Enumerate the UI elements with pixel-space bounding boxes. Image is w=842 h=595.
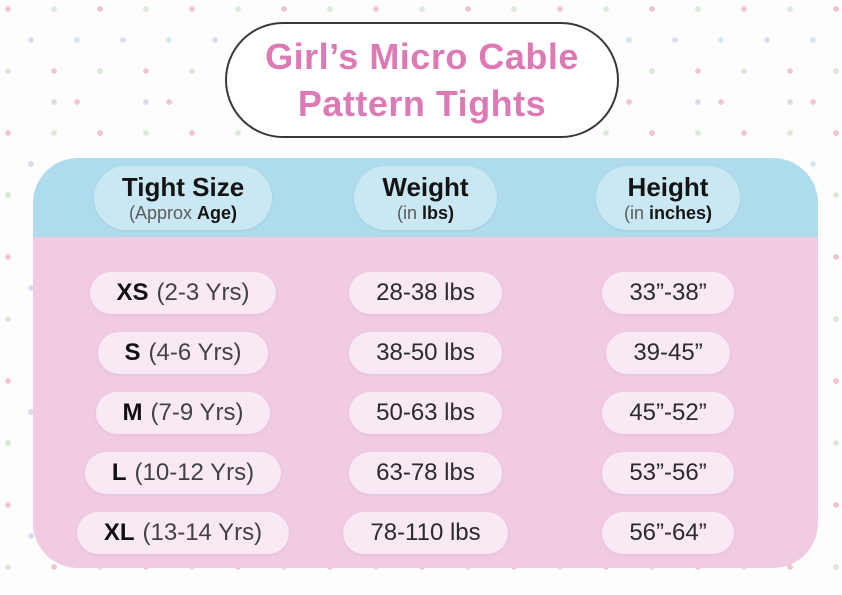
size-age-pill: S (4-6 Yrs) xyxy=(97,332,269,374)
page-title-line-2: Pattern Tights xyxy=(297,83,547,124)
weight-pill: 50-63 lbs xyxy=(349,392,502,434)
header-sub-bold: lbs) xyxy=(422,202,455,223)
height-pill: 56”-64” xyxy=(602,512,734,554)
header-sub-light: (in xyxy=(623,202,644,223)
size-age-pill: XS (2-3 Yrs) xyxy=(89,272,277,314)
header-sub-light: (Approx xyxy=(128,202,193,223)
size-chart-panel: Tight Size (Approx Age) Weight (in lbs) He… xyxy=(33,158,818,568)
header-cell-weight: Weight (in lbs) xyxy=(333,165,518,230)
size-chart-body: XS (2-3 Yrs) 28-38 lbs 33”-38” S (4-6 Yrs)… xyxy=(33,237,818,568)
height-pill: 45”-52” xyxy=(602,392,734,434)
header-cell-tight-size: Tight Size (Approx Age) xyxy=(33,165,333,230)
size-code: M xyxy=(122,399,143,426)
height-pill: 39-45” xyxy=(606,332,730,374)
page-title-line-1: Girl’s Micro Cable xyxy=(265,36,579,77)
height-pill: 33”-38” xyxy=(602,272,734,314)
size-code: XL xyxy=(103,519,135,546)
table-row-xl: XL (13-14 Yrs) 78-110 lbs 56”-64” xyxy=(33,503,818,563)
weight-pill: 78-110 lbs xyxy=(343,512,508,554)
size-age-pill: M (7-9 Yrs) xyxy=(95,392,271,434)
weight-pill: 63-78 lbs xyxy=(349,452,502,494)
header-pill-height: Height (in inches) xyxy=(595,165,741,230)
header-title-tight-size: Tight Size xyxy=(121,171,245,202)
header-sub-height: (in inches) xyxy=(624,203,712,224)
header-cell-height: Height (in inches) xyxy=(518,165,818,230)
header-title-weight: Weight xyxy=(382,171,469,202)
size-age-pill: XL (13-14 Yrs) xyxy=(76,512,290,554)
age-range: (4-6 Yrs) xyxy=(148,339,242,366)
header-pill-weight: Weight (in lbs) xyxy=(354,165,497,230)
header-sub-tight-size: (Approx Age) xyxy=(122,203,244,224)
weight-pill: 38-50 lbs xyxy=(349,332,502,374)
age-range: (2-3 Yrs) xyxy=(156,279,250,306)
table-row-xs: XS (2-3 Yrs) 28-38 lbs 33”-38” xyxy=(33,263,818,323)
age-range: (7-9 Yrs) xyxy=(150,399,244,426)
title-bubble: Girl’s Micro Cable Pattern Tights xyxy=(225,22,619,138)
age-range: (13-14 Yrs) xyxy=(142,519,263,546)
header-sub-bold: Age) xyxy=(197,202,238,223)
header-sub-light: (in xyxy=(396,202,417,223)
table-row-m: M (7-9 Yrs) 50-63 lbs 45”-52” xyxy=(33,383,818,443)
size-code: XS xyxy=(116,279,149,306)
size-chart-header-row: Tight Size (Approx Age) Weight (in lbs) He… xyxy=(33,158,818,237)
size-age-pill: L (10-12 Yrs) xyxy=(84,452,282,494)
weight-pill: 28-38 lbs xyxy=(349,272,502,314)
table-row-s: S (4-6 Yrs) 38-50 lbs 39-45” xyxy=(33,323,818,383)
header-title-height: Height xyxy=(627,171,709,202)
size-code: L xyxy=(111,459,127,486)
table-row-l: L (10-12 Yrs) 63-78 lbs 53”-56” xyxy=(33,443,818,503)
size-code: S xyxy=(124,339,141,366)
age-range: (10-12 Yrs) xyxy=(134,459,255,486)
height-pill: 53”-56” xyxy=(602,452,734,494)
header-pill-tight-size: Tight Size (Approx Age) xyxy=(93,165,273,230)
header-sub-bold: inches) xyxy=(648,202,713,223)
header-sub-weight: (in lbs) xyxy=(382,203,468,224)
